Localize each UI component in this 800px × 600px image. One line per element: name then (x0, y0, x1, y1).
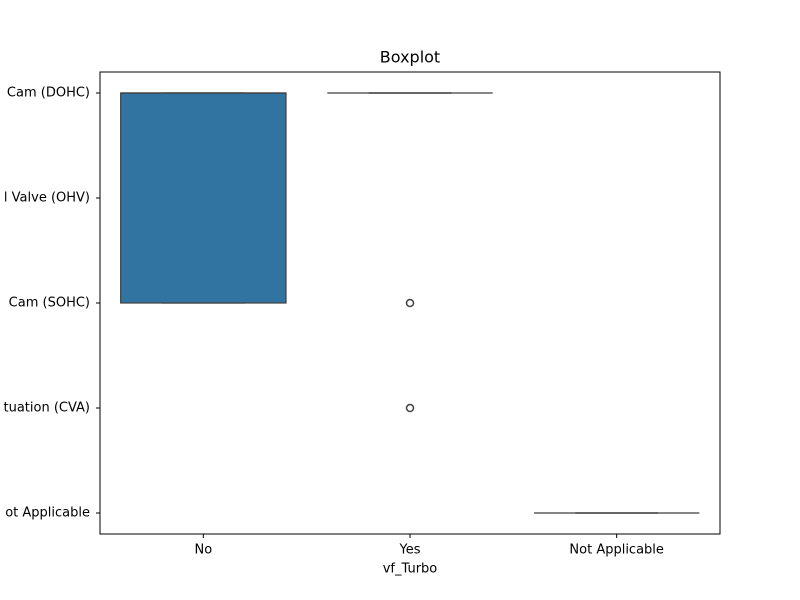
y-tick-label: ot Applicable (5, 506, 90, 521)
outlier (405, 298, 415, 308)
x-tick-label: No (194, 543, 212, 558)
outlier (405, 403, 415, 413)
y-tick-label: Cam (DOHC) (7, 86, 90, 101)
x-tick-label: Not Applicable (569, 543, 664, 558)
y-tick-label: tuation (CVA) (3, 401, 90, 416)
x-axis-label: vf_Turbo (383, 562, 438, 577)
plot-frame (99, 71, 721, 535)
x-tick-label: Yes (399, 543, 421, 558)
y-tick-label: Cam (SOHC) (9, 296, 90, 311)
box (120, 92, 287, 304)
y-tick-label: l Valve (OHV) (4, 191, 90, 206)
chart-title: Boxplot (380, 48, 440, 67)
